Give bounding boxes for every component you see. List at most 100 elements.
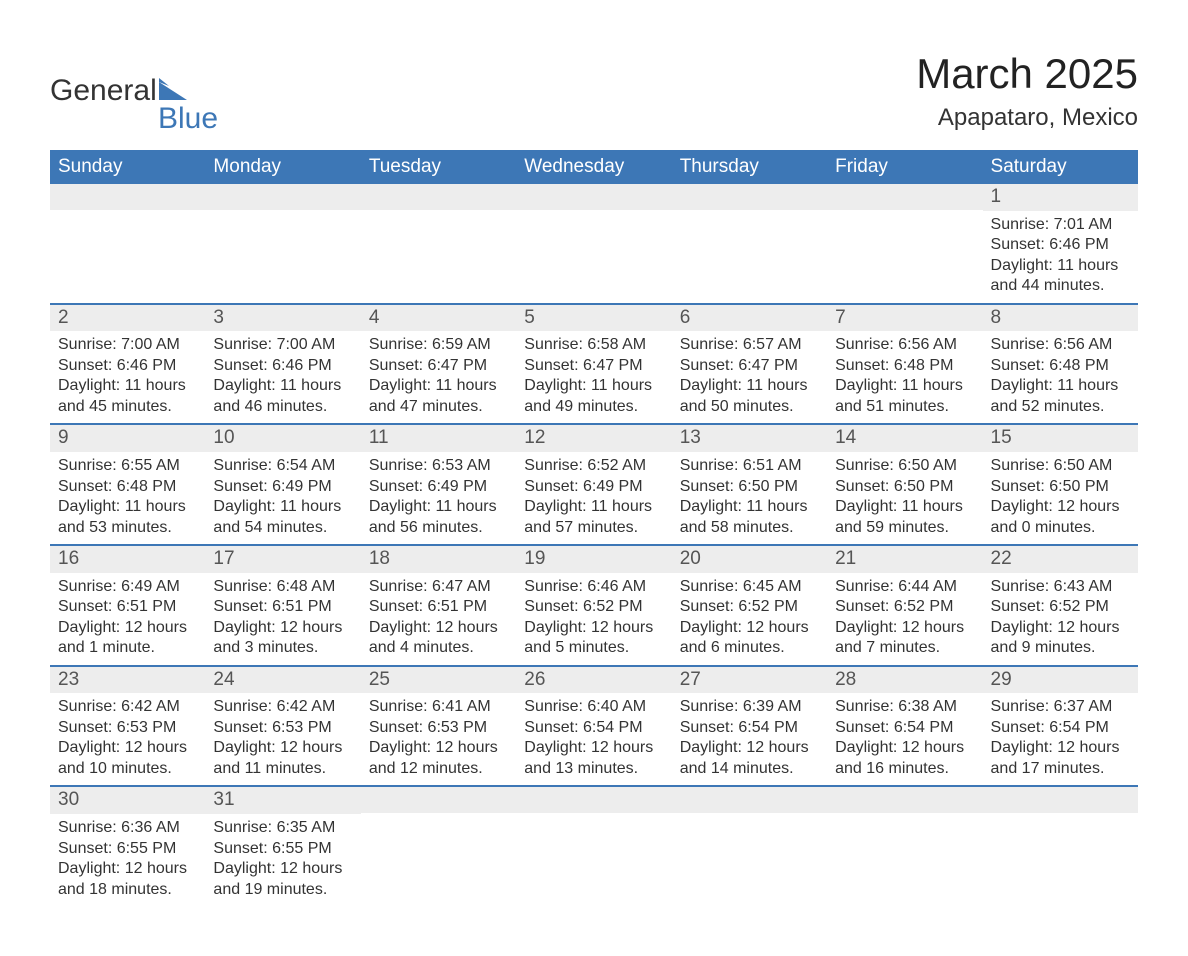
weekday-cell: Friday	[827, 150, 982, 184]
day-number: 6	[672, 305, 827, 332]
day-number: 2	[50, 305, 205, 332]
day-cell: 22Sunrise: 6:43 AMSunset: 6:52 PMDayligh…	[983, 546, 1138, 665]
day-body: Sunrise: 6:50 AMSunset: 6:50 PMDaylight:…	[827, 452, 982, 544]
sunset-text: Sunset: 6:52 PM	[991, 597, 1130, 617]
sunrise-text: Sunrise: 6:42 AM	[213, 697, 352, 717]
day-number: 13	[672, 425, 827, 452]
sunset-text: Sunset: 6:52 PM	[835, 597, 974, 617]
day-body: Sunrise: 6:52 AMSunset: 6:49 PMDaylight:…	[516, 452, 671, 544]
sunset-text: Sunset: 6:50 PM	[680, 477, 819, 497]
day-cell	[205, 184, 360, 303]
day-cell	[516, 787, 671, 906]
day-cell: 21Sunrise: 6:44 AMSunset: 6:52 PMDayligh…	[827, 546, 982, 665]
weekday-cell: Tuesday	[361, 150, 516, 184]
daylight-text: Daylight: 11 hours and 52 minutes.	[991, 376, 1130, 417]
day-body: Sunrise: 6:40 AMSunset: 6:54 PMDaylight:…	[516, 693, 671, 785]
sunrise-text: Sunrise: 6:35 AM	[213, 818, 352, 838]
week-row: 16Sunrise: 6:49 AMSunset: 6:51 PMDayligh…	[50, 544, 1138, 665]
sunrise-text: Sunrise: 6:46 AM	[524, 577, 663, 597]
day-cell: 19Sunrise: 6:46 AMSunset: 6:52 PMDayligh…	[516, 546, 671, 665]
day-number: 25	[361, 667, 516, 694]
day-cell: 29Sunrise: 6:37 AMSunset: 6:54 PMDayligh…	[983, 667, 1138, 786]
sunset-text: Sunset: 6:51 PM	[213, 597, 352, 617]
day-number: 1	[983, 184, 1138, 211]
day-cell: 24Sunrise: 6:42 AMSunset: 6:53 PMDayligh…	[205, 667, 360, 786]
sunset-text: Sunset: 6:46 PM	[213, 356, 352, 376]
day-body	[516, 210, 671, 220]
daylight-text: Daylight: 11 hours and 46 minutes.	[213, 376, 352, 417]
day-cell: 26Sunrise: 6:40 AMSunset: 6:54 PMDayligh…	[516, 667, 671, 786]
day-cell	[361, 184, 516, 303]
sunset-text: Sunset: 6:53 PM	[213, 718, 352, 738]
sunrise-text: Sunrise: 6:55 AM	[58, 456, 197, 476]
day-cell: 25Sunrise: 6:41 AMSunset: 6:53 PMDayligh…	[361, 667, 516, 786]
day-body: Sunrise: 6:37 AMSunset: 6:54 PMDaylight:…	[983, 693, 1138, 785]
week-row: 2Sunrise: 7:00 AMSunset: 6:46 PMDaylight…	[50, 303, 1138, 424]
day-body: Sunrise: 6:43 AMSunset: 6:52 PMDaylight:…	[983, 573, 1138, 665]
week-row: 1Sunrise: 7:01 AMSunset: 6:46 PMDaylight…	[50, 184, 1138, 303]
day-cell: 2Sunrise: 7:00 AMSunset: 6:46 PMDaylight…	[50, 305, 205, 424]
sunset-text: Sunset: 6:47 PM	[680, 356, 819, 376]
daylight-text: Daylight: 11 hours and 50 minutes.	[680, 376, 819, 417]
weekday-cell: Saturday	[983, 150, 1138, 184]
day-body: Sunrise: 6:55 AMSunset: 6:48 PMDaylight:…	[50, 452, 205, 544]
day-cell: 17Sunrise: 6:48 AMSunset: 6:51 PMDayligh…	[205, 546, 360, 665]
day-body: Sunrise: 6:49 AMSunset: 6:51 PMDaylight:…	[50, 573, 205, 665]
day-number-empty	[516, 787, 671, 813]
weekday-cell: Wednesday	[516, 150, 671, 184]
day-cell: 20Sunrise: 6:45 AMSunset: 6:52 PMDayligh…	[672, 546, 827, 665]
daylight-text: Daylight: 11 hours and 53 minutes.	[58, 497, 197, 538]
day-number-empty	[827, 787, 982, 813]
sunrise-text: Sunrise: 6:44 AM	[835, 577, 974, 597]
sunrise-text: Sunrise: 6:52 AM	[524, 456, 663, 476]
day-number-empty	[50, 184, 205, 210]
daylight-text: Daylight: 12 hours and 13 minutes.	[524, 738, 663, 779]
sunrise-text: Sunrise: 6:50 AM	[835, 456, 974, 476]
day-body	[672, 210, 827, 220]
header-row: General Blue March 2025 Apapataro, Mexic…	[50, 50, 1138, 136]
day-number: 22	[983, 546, 1138, 573]
day-number: 26	[516, 667, 671, 694]
day-number: 17	[205, 546, 360, 573]
daylight-text: Daylight: 12 hours and 10 minutes.	[58, 738, 197, 779]
daylight-text: Daylight: 11 hours and 51 minutes.	[835, 376, 974, 417]
day-cell: 23Sunrise: 6:42 AMSunset: 6:53 PMDayligh…	[50, 667, 205, 786]
day-body: Sunrise: 7:00 AMSunset: 6:46 PMDaylight:…	[50, 331, 205, 423]
day-number: 20	[672, 546, 827, 573]
day-cell: 28Sunrise: 6:38 AMSunset: 6:54 PMDayligh…	[827, 667, 982, 786]
sunset-text: Sunset: 6:50 PM	[991, 477, 1130, 497]
day-number: 3	[205, 305, 360, 332]
weekday-header-row: SundayMondayTuesdayWednesdayThursdayFrid…	[50, 150, 1138, 184]
weekday-cell: Sunday	[50, 150, 205, 184]
day-number-empty	[672, 184, 827, 210]
weekday-cell: Thursday	[672, 150, 827, 184]
calendar: SundayMondayTuesdayWednesdayThursdayFrid…	[50, 150, 1138, 906]
sunset-text: Sunset: 6:47 PM	[369, 356, 508, 376]
daylight-text: Daylight: 11 hours and 49 minutes.	[524, 376, 663, 417]
day-body: Sunrise: 6:50 AMSunset: 6:50 PMDaylight:…	[983, 452, 1138, 544]
day-body	[205, 210, 360, 220]
day-body: Sunrise: 6:53 AMSunset: 6:49 PMDaylight:…	[361, 452, 516, 544]
sunset-text: Sunset: 6:49 PM	[524, 477, 663, 497]
sunrise-text: Sunrise: 6:56 AM	[991, 335, 1130, 355]
daylight-text: Daylight: 12 hours and 16 minutes.	[835, 738, 974, 779]
day-body	[516, 813, 671, 823]
daylight-text: Daylight: 11 hours and 44 minutes.	[991, 256, 1130, 297]
day-cell	[983, 787, 1138, 906]
day-body	[361, 813, 516, 823]
day-cell: 4Sunrise: 6:59 AMSunset: 6:47 PMDaylight…	[361, 305, 516, 424]
day-cell: 1Sunrise: 7:01 AMSunset: 6:46 PMDaylight…	[983, 184, 1138, 303]
daylight-text: Daylight: 12 hours and 12 minutes.	[369, 738, 508, 779]
day-cell: 13Sunrise: 6:51 AMSunset: 6:50 PMDayligh…	[672, 425, 827, 544]
daylight-text: Daylight: 11 hours and 45 minutes.	[58, 376, 197, 417]
day-number: 23	[50, 667, 205, 694]
daylight-text: Daylight: 12 hours and 18 minutes.	[58, 859, 197, 900]
sunrise-text: Sunrise: 6:43 AM	[991, 577, 1130, 597]
sunrise-text: Sunrise: 6:37 AM	[991, 697, 1130, 717]
day-number: 14	[827, 425, 982, 452]
location-label: Apapataro, Mexico	[916, 104, 1138, 132]
day-body	[983, 813, 1138, 823]
daylight-text: Daylight: 12 hours and 1 minute.	[58, 618, 197, 659]
sunset-text: Sunset: 6:51 PM	[58, 597, 197, 617]
day-number: 7	[827, 305, 982, 332]
